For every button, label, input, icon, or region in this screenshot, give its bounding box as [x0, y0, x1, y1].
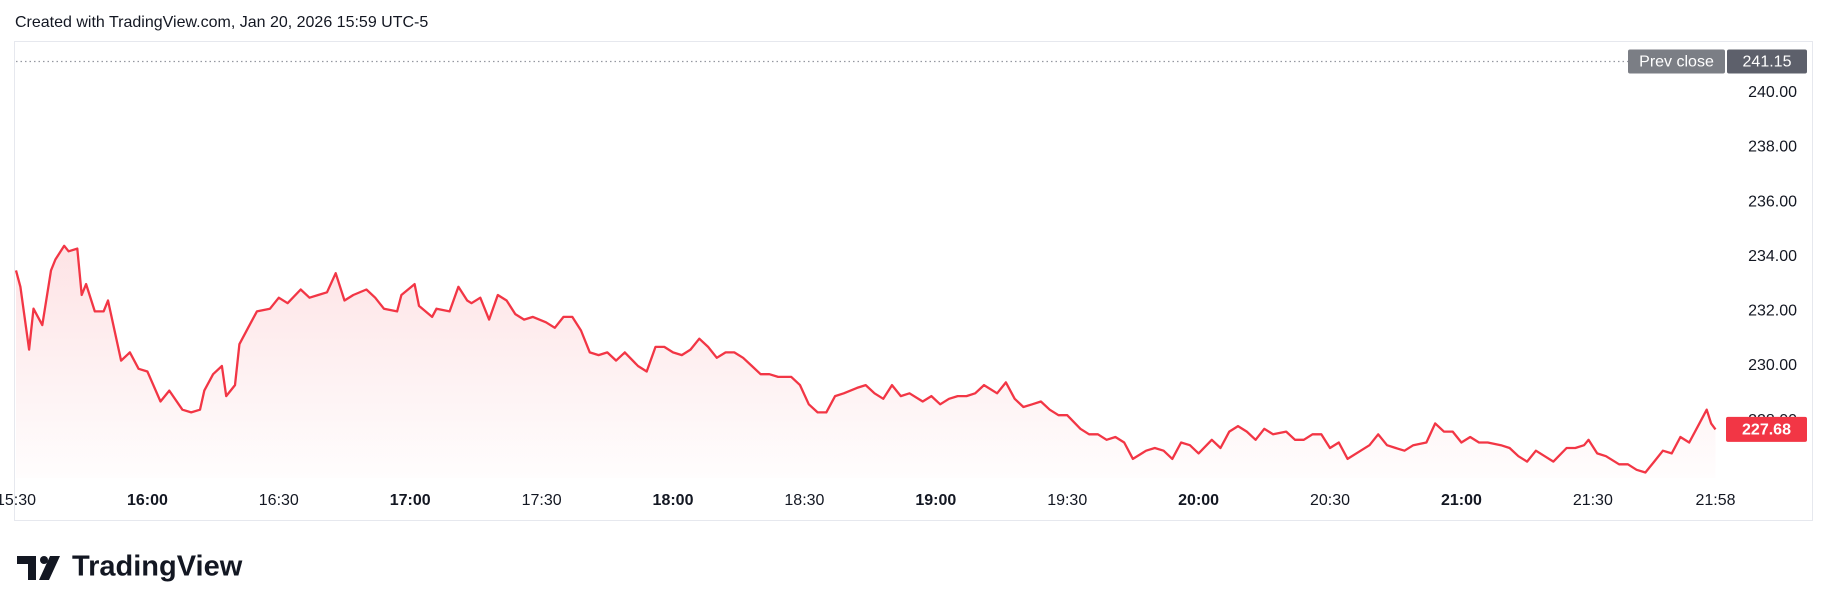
logo [17, 556, 60, 580]
chart-frame [14, 41, 1813, 521]
x-tick-label: 17:30 [522, 492, 562, 509]
y-tick-label: 238.00 [1748, 139, 1797, 156]
x-tick-label: 17:00 [390, 492, 431, 509]
area-fill [16, 245, 1716, 478]
y-tick-label: 240.00 [1748, 84, 1797, 101]
y-tick-label: 236.00 [1748, 193, 1797, 210]
x-tick-label: 18:00 [653, 492, 694, 509]
y-tick-label: 234.00 [1748, 248, 1797, 265]
price-line [14, 244, 1717, 474]
x-tick-label: 21:58 [1695, 492, 1735, 509]
x-tick-label: 16:30 [259, 492, 299, 509]
x-tick-label: 18:30 [784, 492, 824, 509]
logo-mark [17, 556, 36, 580]
x-tick-label: 19:00 [915, 492, 956, 509]
y-tick-label: 232.00 [1748, 303, 1797, 320]
last-price-tag [1726, 416, 1807, 442]
x-tick-label: 21:30 [1573, 492, 1613, 509]
prev-close-tag [1628, 49, 1725, 74]
prev-close-label: Prev close [1639, 54, 1714, 71]
logo-mark [39, 556, 60, 580]
y-tick-label: 230.00 [1748, 357, 1797, 374]
header-text: Created with TradingView.com, Jan 20, 20… [15, 14, 428, 31]
brand-name: TradingView [72, 551, 243, 583]
prev-close-value: 241.15 [1743, 54, 1792, 71]
x-tick-label: 16:00 [127, 492, 168, 509]
x-tick-label: 19:30 [1047, 492, 1087, 509]
logo-mark [40, 556, 48, 564]
last-price-label: 227.68 [1742, 422, 1791, 439]
plot: 228.00230.00232.00234.00236.00238.00240.… [0, 49, 1807, 509]
x-tick-label: 20:30 [1310, 492, 1350, 509]
x-tick-label: 15:30 [0, 492, 36, 509]
prev-close-value-tag [1727, 49, 1807, 74]
x-tick-label: 20:00 [1178, 492, 1219, 509]
x-tick-label: 21:00 [1441, 492, 1482, 509]
